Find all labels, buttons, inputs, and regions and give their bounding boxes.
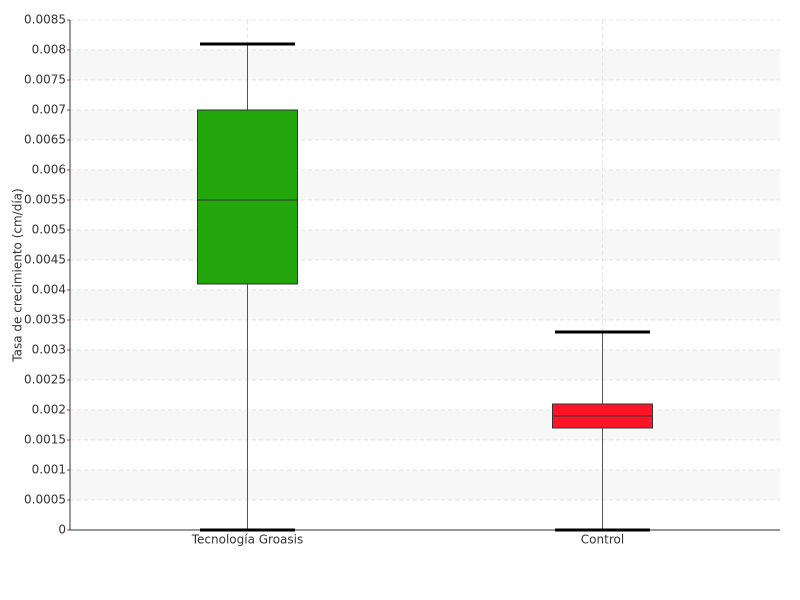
y-tick-label: 0.0035 [24,313,66,327]
y-tick-label: 0.008 [32,43,66,57]
y-axis-label: Tasa de crecimiento (cm/día) [11,188,25,362]
y-tick-label: 0.0005 [24,493,66,507]
grid-band [70,410,780,440]
grid-band [70,350,780,380]
y-tick-label: 0.0025 [24,373,66,387]
y-tick-label: 0 [58,523,66,537]
grid-band [70,110,780,140]
y-tick-label: 0.0075 [24,73,66,87]
y-tick-label: 0.005 [32,223,66,237]
y-tick-label: 0.0055 [24,193,66,207]
grid-band [70,50,780,80]
grid-band [70,170,780,200]
y-tick-label: 0.006 [32,163,66,177]
y-tick-label: 0.0085 [24,13,66,27]
grid-band [70,290,780,320]
y-tick-label: 0.004 [32,283,66,297]
grid-band [70,470,780,500]
x-tick-label: Control [581,533,624,547]
y-tick-label: 0.0065 [24,133,66,147]
y-tick-label: 0.002 [32,403,66,417]
box [197,109,298,285]
y-tick-label: 0.0015 [24,433,66,447]
y-tick-label: 0.001 [32,463,66,477]
y-tick-label: 0.007 [32,103,66,117]
grid-band [70,230,780,260]
y-tick-label: 0.003 [32,343,66,357]
x-tick-label: Tecnología Groasis [191,533,304,547]
y-tick-label: 0.0045 [24,253,66,267]
